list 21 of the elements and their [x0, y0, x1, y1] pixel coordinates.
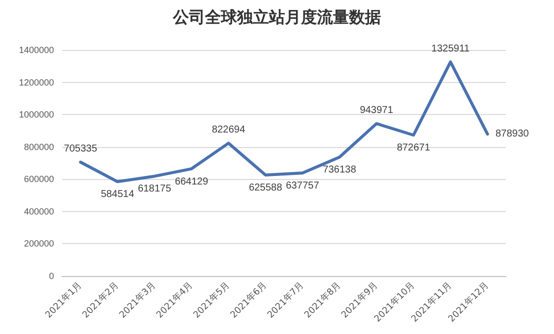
data-label: 736138: [322, 164, 357, 176]
y-tick-label: 1400000: [18, 45, 54, 55]
y-tick-label: 600000: [24, 174, 54, 184]
chart-title: 公司全球独立站月度流量数据: [172, 8, 381, 26]
y-tick-label: 800000: [24, 142, 54, 152]
y-tick-label: 1200000: [18, 77, 54, 88]
y-tick-label: 0: [48, 271, 54, 281]
data-label: 822694: [212, 124, 246, 136]
data-label: 584514: [100, 189, 135, 200]
data-label: 1325911: [431, 43, 470, 54]
data-label: 872671: [396, 142, 431, 154]
data-label: 664129: [174, 176, 209, 188]
data-label: 625588: [248, 182, 283, 194]
data-label: 943971: [360, 105, 394, 116]
y-tick-label: 200000: [24, 238, 54, 249]
data-label: 878930: [496, 128, 530, 140]
data-label: 637757: [286, 180, 320, 192]
y-tick-label: 1000000: [18, 110, 54, 120]
y-tick-label: 400000: [24, 206, 54, 216]
data-label: 705335: [64, 144, 98, 155]
data-label: 618175: [138, 184, 172, 195]
